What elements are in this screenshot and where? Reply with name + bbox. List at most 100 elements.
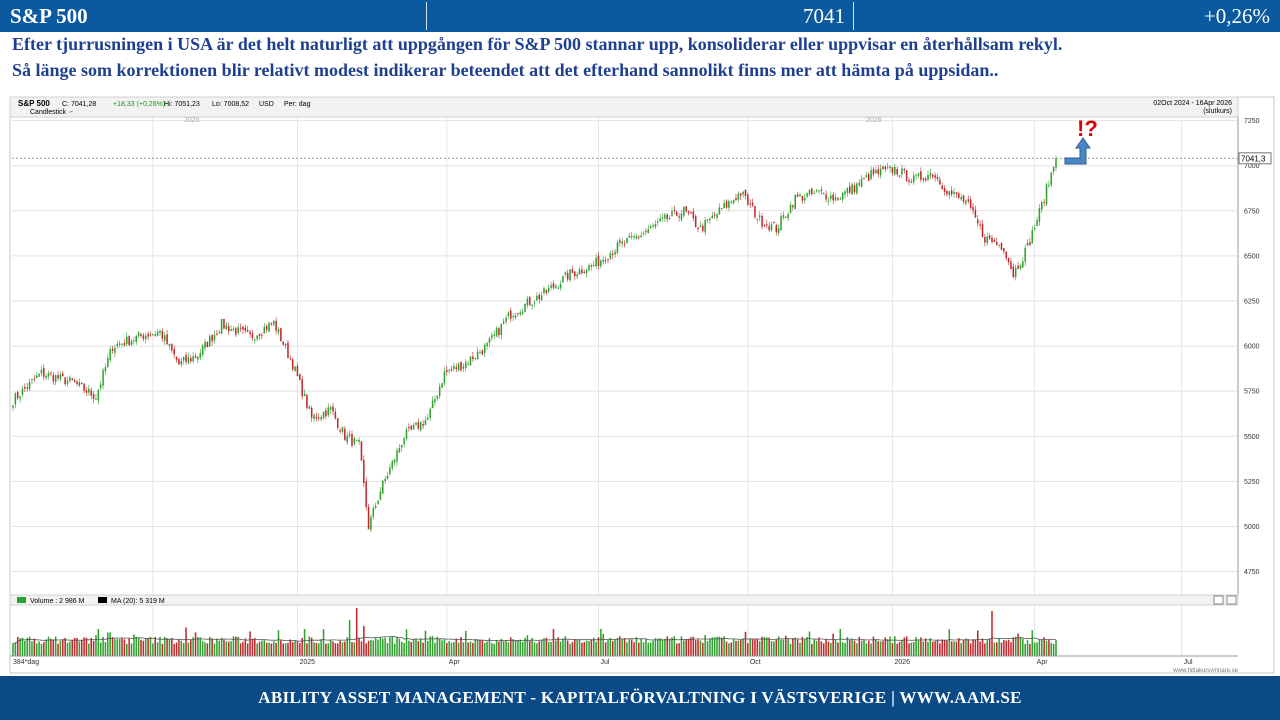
candle [585, 270, 588, 274]
volume-bar [325, 643, 327, 656]
time-tick-label: Oct [750, 659, 761, 666]
candle [268, 322, 270, 332]
volume-bar [571, 642, 574, 656]
header-divider-1 [426, 2, 427, 30]
volume-bar [811, 643, 813, 656]
candle [386, 475, 389, 480]
candle [403, 438, 405, 445]
time-tick-label: 384*dag [13, 659, 39, 666]
zoom-icon[interactable] [1213, 595, 1224, 605]
candle [99, 384, 102, 389]
volume-bar [1014, 636, 1017, 656]
volume-bar [133, 634, 135, 656]
candle [818, 190, 820, 192]
volume-bar [780, 639, 782, 656]
candle [528, 297, 531, 306]
candle [344, 428, 346, 441]
candle [1005, 251, 1007, 259]
volume-bar [351, 642, 353, 656]
candle [476, 351, 479, 360]
volume-bar [137, 637, 140, 656]
candle [123, 342, 126, 346]
candle [351, 433, 353, 446]
candle [730, 201, 733, 203]
candle [185, 354, 187, 362]
volume-bar [472, 642, 474, 656]
candle [216, 333, 218, 335]
candle [891, 167, 894, 174]
volume-bar [507, 642, 510, 656]
candle [251, 333, 254, 339]
volume-bar [26, 637, 28, 656]
volume-bar [768, 637, 770, 656]
candle [614, 251, 616, 255]
candle [668, 217, 671, 219]
volume-bar [877, 641, 879, 656]
candle [886, 166, 889, 168]
candle [832, 194, 834, 201]
volume-bar [803, 639, 806, 656]
volume-bar [398, 638, 401, 656]
candle [382, 480, 384, 494]
candle [851, 184, 853, 195]
candle [446, 369, 448, 372]
candle [903, 169, 906, 171]
volume-bar [322, 629, 325, 656]
candle [104, 367, 107, 372]
volume-bar [633, 642, 635, 656]
candle [54, 375, 57, 383]
volume-bar [1038, 639, 1041, 656]
volume-bar [830, 642, 832, 656]
volume-bar [393, 643, 396, 656]
close-panel-icon[interactable] [1226, 595, 1237, 605]
volume-bar [602, 633, 605, 656]
volume-bar [301, 637, 303, 656]
candle [289, 358, 292, 360]
candle [834, 197, 837, 201]
candle [348, 434, 351, 436]
volume-bar [1043, 637, 1045, 656]
volume-bar [303, 629, 306, 656]
candle [182, 357, 185, 361]
grid [12, 120, 1238, 573]
volume-bar [789, 643, 792, 656]
volume-bar [972, 639, 974, 656]
candle [709, 218, 711, 221]
candle [680, 213, 683, 220]
volume-bar [289, 639, 292, 656]
index-change: +0,26% [1203, 4, 1270, 28]
volume-bar [505, 640, 507, 656]
candle [865, 175, 868, 178]
volume-bar [443, 639, 446, 656]
volume-bar [400, 641, 403, 656]
volume-bar [242, 641, 244, 656]
volume-bar [265, 642, 268, 656]
volume-bar [514, 640, 517, 656]
volume-bar [83, 637, 85, 656]
volume-ma-line [12, 635, 1056, 644]
candle [557, 287, 559, 289]
volume-bar [448, 640, 450, 656]
candle [744, 189, 747, 197]
candle [787, 213, 789, 219]
volume-bar [604, 642, 607, 656]
candle [910, 181, 913, 183]
volume-bar [474, 639, 477, 656]
candle [64, 377, 66, 385]
volume-bar [50, 638, 52, 656]
volume-bar [950, 641, 953, 656]
volume-bar [488, 638, 491, 656]
candle [1050, 172, 1053, 185]
volume-bar [960, 642, 962, 656]
candle [156, 331, 159, 336]
candle [849, 186, 851, 193]
candle [796, 194, 799, 197]
volume-bar [557, 637, 559, 656]
volume-bar [69, 641, 71, 656]
candle [313, 415, 315, 420]
volume-bar [192, 637, 194, 656]
volume-label: Volume : 2 986 M [30, 598, 85, 605]
volume-bar [969, 643, 972, 656]
volume-bar [623, 638, 626, 656]
chart-style-selector[interactable]: Candlestick ·- [30, 109, 73, 116]
